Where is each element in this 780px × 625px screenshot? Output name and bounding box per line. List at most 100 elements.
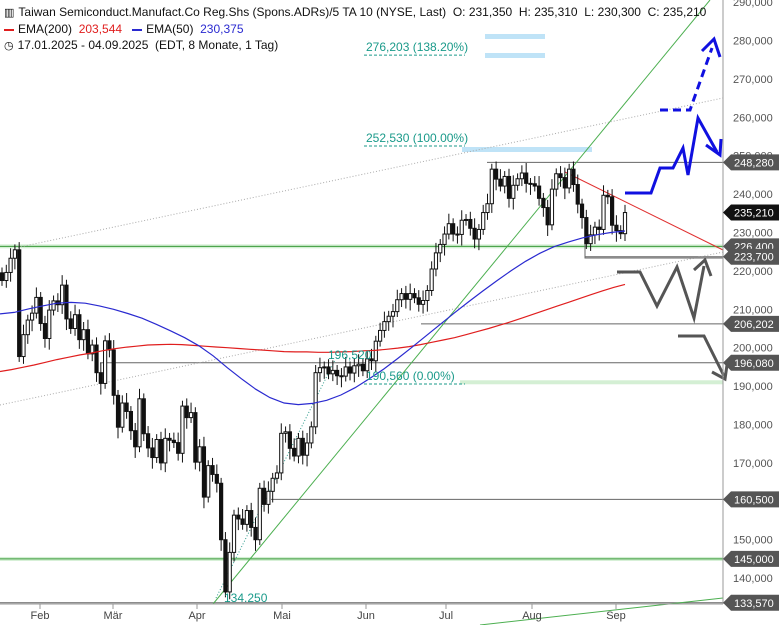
candle-body [442, 233, 447, 245]
candle-body [85, 329, 91, 355]
candle-body [206, 465, 211, 498]
candle-body [377, 329, 383, 342]
candle-body [42, 323, 48, 340]
projection-path-grey [617, 263, 706, 324]
candle-body [201, 446, 207, 498]
candle-body [528, 182, 533, 185]
candle-body [77, 314, 82, 341]
ema50-label[interactable]: EMA(50) [146, 22, 194, 36]
candle-body [107, 340, 112, 351]
candle-body [438, 243, 443, 254]
candle-body [141, 398, 146, 435]
price-badge [723, 154, 779, 171]
candle-body [485, 203, 490, 214]
candle-body [511, 184, 516, 199]
level-bracket [584, 240, 723, 259]
target-zone [485, 34, 545, 39]
candle-body [163, 437, 168, 464]
candle-body [365, 358, 370, 372]
candle-body [390, 311, 396, 317]
price-badge [723, 550, 779, 567]
candle-body [150, 447, 155, 459]
ema50-line [0, 230, 626, 406]
candle-body [532, 183, 537, 187]
price-badge-label: 145,000 [734, 554, 774, 566]
candle-body [98, 372, 103, 384]
candle-body [120, 402, 125, 428]
candle-body [300, 437, 305, 456]
candle-body [472, 227, 477, 240]
candle-body [399, 293, 404, 301]
candle-body [90, 344, 95, 355]
candle-body [386, 315, 391, 323]
y-tick-label: 170,000 [733, 458, 773, 470]
candle-body [455, 233, 460, 236]
candle-body [541, 197, 546, 209]
candle-body [94, 344, 99, 374]
arrow-head-blue [700, 36, 722, 58]
candle-body [562, 177, 567, 189]
price-badges: 248,280226,400223,700206,202196,080160,5… [723, 154, 779, 611]
candle-body [468, 218, 473, 229]
x-tick-label: Jun [357, 610, 375, 622]
candle-body [326, 366, 331, 375]
price-badge [723, 248, 779, 265]
candle-body [429, 268, 434, 292]
candle-body [240, 518, 245, 525]
ema200-value: 203,544 [78, 22, 123, 36]
candle-body [524, 172, 529, 184]
candle-body [270, 477, 275, 492]
price-badge-label: 206,202 [734, 319, 774, 331]
header-line-2: EMA(200) 203,544 EMA(50) 230,375 [4, 22, 244, 36]
candle-body [352, 365, 357, 374]
ohlc-values: O: 231,350 H: 235,310 L: 230,300 C: 235,… [452, 5, 707, 19]
price-badge-label: 248,280 [734, 157, 774, 169]
candle-body [257, 487, 262, 541]
uptrend-line [212, 0, 711, 605]
candle-body [12, 249, 17, 259]
projection-path-blue [625, 113, 719, 195]
candle-body [8, 257, 13, 273]
candle-body [184, 405, 189, 419]
candle-body [588, 234, 593, 245]
candle-body [274, 472, 280, 479]
candle-body [558, 173, 563, 179]
candle-body [124, 402, 129, 412]
price-badge [723, 491, 779, 508]
candle-body [158, 438, 164, 464]
candle-body [180, 405, 185, 454]
x-tick-label: Mai [273, 610, 291, 622]
candle-body [188, 412, 194, 419]
candle-body [266, 490, 271, 505]
candle-body [408, 293, 413, 300]
candle-body [29, 312, 35, 321]
projection-path-blue-dashed [660, 47, 714, 112]
candle-body [567, 168, 572, 189]
candle-body [554, 173, 559, 190]
y-tick-label: 220,000 [733, 266, 773, 278]
price-badge [723, 354, 779, 371]
time-axis: Feb Mär Apr Mai Jun Jul Aug Sep [0, 603, 723, 622]
candle-body [549, 188, 555, 226]
candle-body [145, 433, 151, 449]
candle-body [610, 196, 615, 226]
channel-line [0, 251, 724, 406]
y-tick-label: 150,000 [733, 535, 773, 547]
y-tick-label: 230,000 [733, 228, 773, 240]
ema200-label[interactable]: EMA(200) [18, 22, 73, 36]
candle-body [167, 437, 172, 441]
candle-body [506, 175, 512, 199]
candle-body [227, 551, 232, 593]
y-tick-label: 190,000 [733, 381, 773, 393]
candle-body [515, 178, 520, 186]
ema200-line [0, 283, 626, 373]
candle-body [249, 510, 254, 528]
candle-body [545, 207, 550, 226]
price-badge [723, 594, 779, 611]
y-tick-label: 180,000 [733, 420, 773, 432]
candle-body [313, 372, 318, 428]
candle-body [536, 185, 542, 199]
candle-body [214, 473, 219, 484]
y-tick-label: 280,000 [733, 36, 773, 48]
x-tick-label: Jul [439, 610, 453, 622]
